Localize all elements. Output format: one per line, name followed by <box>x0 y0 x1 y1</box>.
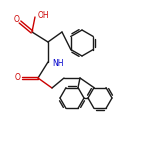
Text: O: O <box>14 15 20 24</box>
Text: OH: OH <box>38 11 50 20</box>
Text: NH: NH <box>52 60 63 69</box>
Text: O: O <box>15 74 21 82</box>
